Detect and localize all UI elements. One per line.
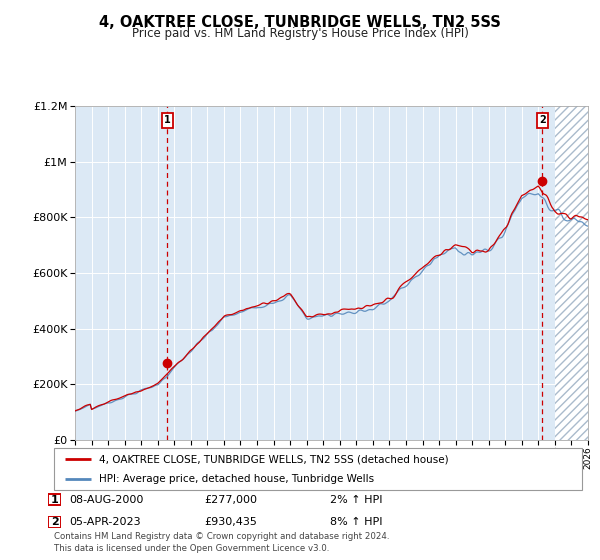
Text: £930,435: £930,435 bbox=[204, 517, 257, 527]
Text: 05-APR-2023: 05-APR-2023 bbox=[69, 517, 140, 527]
Text: 1: 1 bbox=[51, 494, 58, 505]
Text: 1: 1 bbox=[164, 115, 171, 125]
Text: Price paid vs. HM Land Registry's House Price Index (HPI): Price paid vs. HM Land Registry's House … bbox=[131, 27, 469, 40]
Text: 2: 2 bbox=[51, 517, 58, 527]
Text: Contains HM Land Registry data © Crown copyright and database right 2024.
This d: Contains HM Land Registry data © Crown c… bbox=[54, 532, 389, 553]
FancyBboxPatch shape bbox=[54, 448, 582, 490]
Text: 4, OAKTREE CLOSE, TUNBRIDGE WELLS, TN2 5SS: 4, OAKTREE CLOSE, TUNBRIDGE WELLS, TN2 5… bbox=[99, 15, 501, 30]
FancyBboxPatch shape bbox=[48, 516, 61, 528]
Text: 2: 2 bbox=[539, 115, 546, 125]
Text: 4, OAKTREE CLOSE, TUNBRIDGE WELLS, TN2 5SS (detached house): 4, OAKTREE CLOSE, TUNBRIDGE WELLS, TN2 5… bbox=[99, 454, 449, 464]
Text: HPI: Average price, detached house, Tunbridge Wells: HPI: Average price, detached house, Tunb… bbox=[99, 474, 374, 484]
Text: 08-AUG-2000: 08-AUG-2000 bbox=[69, 494, 143, 505]
Bar bbox=[555, 106, 588, 440]
Text: 2% ↑ HPI: 2% ↑ HPI bbox=[330, 494, 383, 505]
Text: 8% ↑ HPI: 8% ↑ HPI bbox=[330, 517, 383, 527]
FancyBboxPatch shape bbox=[48, 493, 61, 506]
Text: £277,000: £277,000 bbox=[204, 494, 257, 505]
